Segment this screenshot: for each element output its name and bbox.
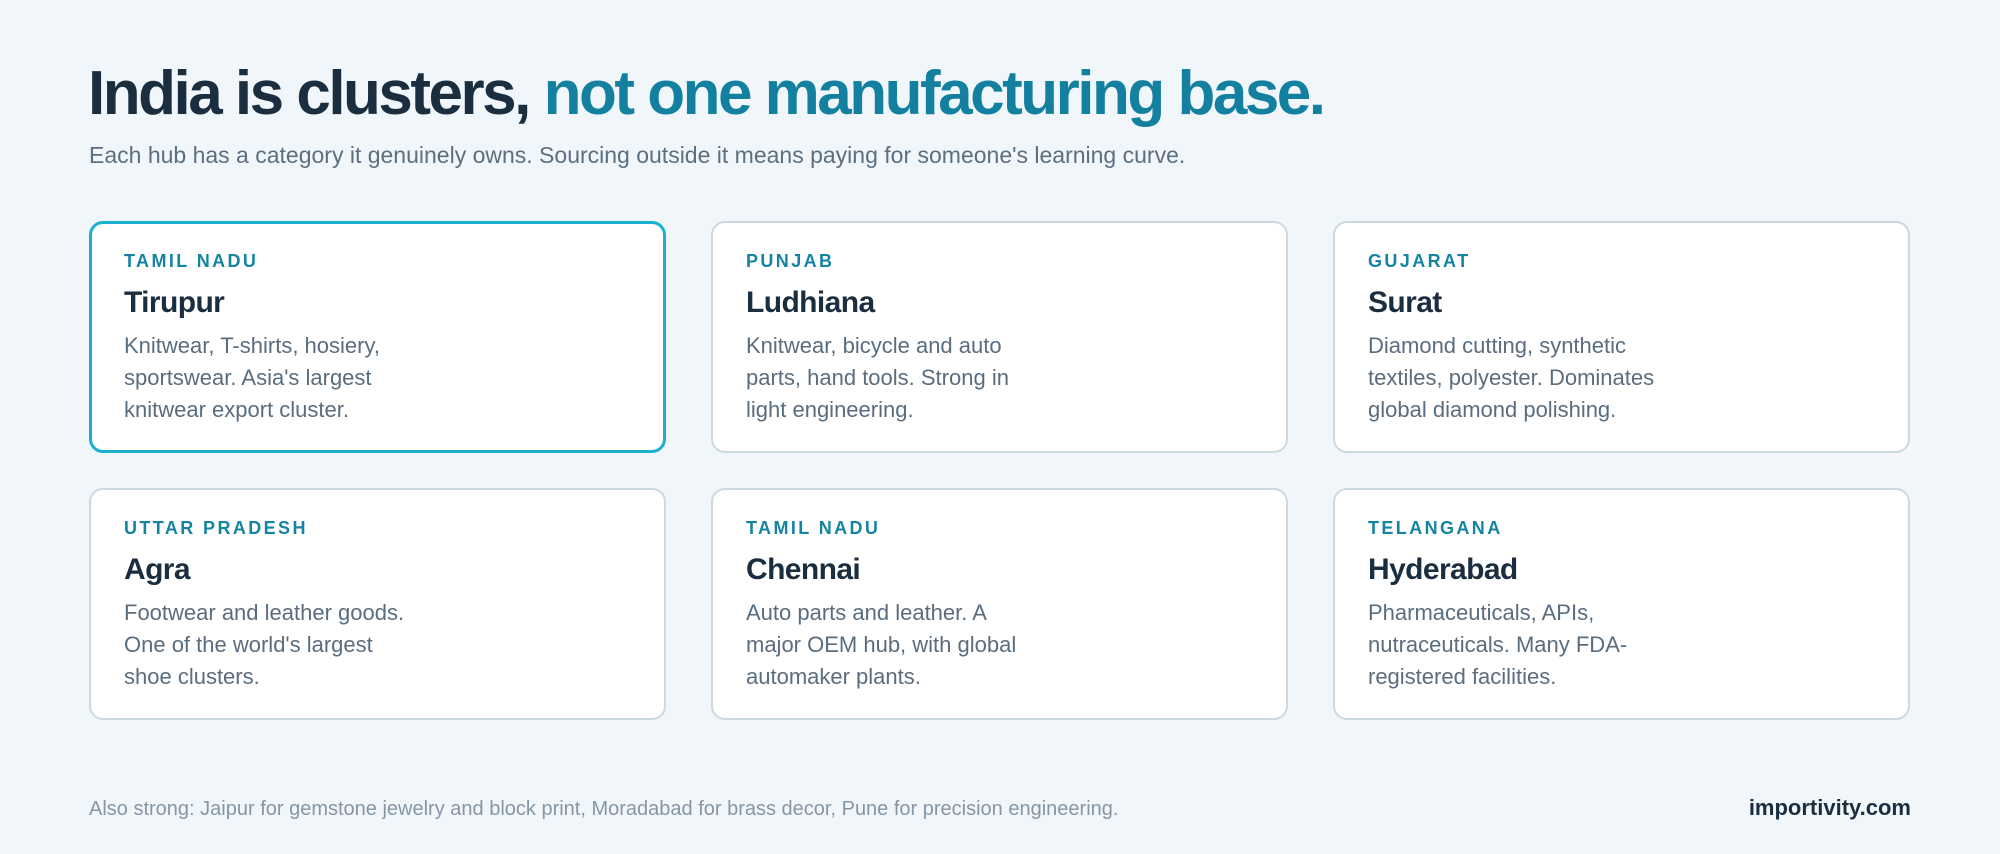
page-title-lead: India is clusters,: [88, 59, 544, 128]
cluster-description: Diamond cutting, synthetic textiles, pol…: [1368, 333, 1655, 422]
cluster-region: TAMIL NADU: [124, 251, 259, 271]
cluster-description: Knitwear, bicycle and auto parts, hand t…: [746, 333, 1009, 422]
cluster-description: Auto parts and leather. A major OEM hub,…: [746, 600, 1017, 689]
cluster-city: Surat: [1368, 286, 1442, 319]
cluster-region: PUNJAB: [746, 251, 835, 271]
footer-note: Also strong: Jaipur for gemstone jewelry…: [89, 798, 1119, 820]
cluster-city: Agra: [124, 553, 191, 586]
cluster-region: TAMIL NADU: [746, 518, 881, 538]
page-title-accent: not one manufacturing base.: [543, 59, 1326, 128]
cluster-city: Ludhiana: [746, 286, 875, 319]
cluster-description: Knitwear, T-shirts, hosiery, sportswear.…: [124, 333, 380, 422]
cluster-card-ludhiana[interactable]: PUNJAB Ludhiana Knitwear, bicycle and au…: [711, 221, 1288, 453]
cluster-city: Chennai: [746, 553, 861, 586]
cluster-region: TELANGANA: [1368, 518, 1503, 538]
cluster-card-hyderabad[interactable]: TELANGANA Hyderabad Pharmaceuticals, API…: [1333, 488, 1910, 720]
cluster-region: GUJARAT: [1368, 251, 1471, 271]
cluster-card-tirupur[interactable]: TAMIL NADU Tirupur Knitwear, T-shirts, h…: [89, 221, 666, 453]
cluster-card-agra[interactable]: UTTAR PRADESH Agra Footwear and leather …: [89, 488, 666, 720]
cluster-grid: TAMIL NADU Tirupur Knitwear, T-shirts, h…: [89, 221, 1911, 720]
cluster-city: Tirupur: [124, 286, 225, 319]
cluster-region: UTTAR PRADESH: [124, 518, 308, 538]
page-title: India is clusters, not one manufacturing…: [88, 56, 1326, 132]
cluster-card-chennai[interactable]: TAMIL NADU Chennai Auto parts and leathe…: [711, 488, 1288, 720]
brand-link[interactable]: importivity.com: [1748, 795, 1911, 820]
cluster-description: Footwear and leather goods. One of the w…: [124, 600, 405, 689]
cluster-description: Pharmaceuticals, APIs, nutraceuticals. M…: [1368, 600, 1628, 689]
cluster-city: Hyderabad: [1368, 553, 1518, 586]
cluster-card-surat[interactable]: GUJARAT Surat Diamond cutting, synthetic…: [1333, 221, 1910, 453]
page-subtitle: Each hub has a category it genuinely own…: [89, 142, 1186, 168]
